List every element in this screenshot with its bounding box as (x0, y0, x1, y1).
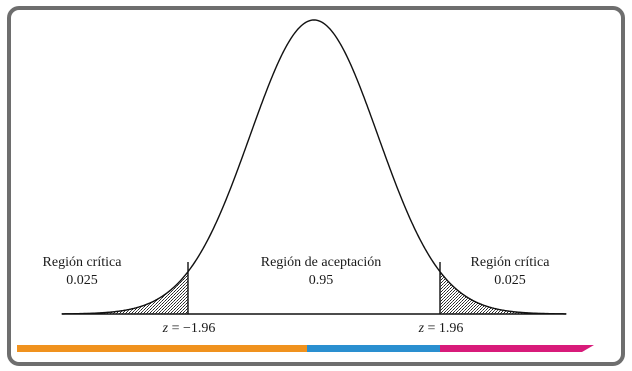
color-bar-magenta (440, 345, 594, 352)
right-region-value: 0.025 (494, 273, 526, 288)
color-bar-orange (17, 345, 307, 352)
right-z-variable: z (418, 321, 425, 336)
left-region-title: Región crítica (42, 255, 122, 270)
right-critical-value-label: z = 1.96 (396, 320, 486, 338)
right-z-value: = 1.96 (424, 321, 464, 336)
left-z-value: = −1.96 (168, 321, 216, 336)
diagram-frame (7, 6, 625, 366)
left-critical-region-label: Región crítica 0.025 (22, 254, 142, 290)
right-critical-region-label: Región crítica 0.025 (450, 254, 570, 290)
acceptance-region-label: Región de aceptación 0.95 (226, 254, 416, 290)
color-bar-blue (307, 345, 440, 352)
left-region-value: 0.025 (66, 273, 98, 288)
right-region-title: Región crítica (470, 255, 550, 270)
left-critical-value-label: z = −1.96 (144, 320, 234, 338)
center-region-value: 0.95 (308, 273, 334, 288)
center-region-title: Región de aceptación (260, 255, 382, 270)
normal-curve (62, 19, 566, 315)
left-z-variable: z (162, 321, 169, 336)
